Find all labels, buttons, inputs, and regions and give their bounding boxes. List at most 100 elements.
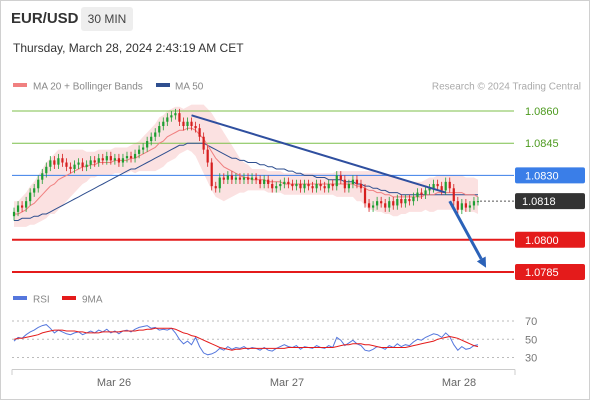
rsi-legend-swatch xyxy=(13,296,27,300)
candle-body xyxy=(33,188,36,193)
candle-body xyxy=(327,183,330,189)
pivot-label: 1.0830 xyxy=(525,170,559,182)
candle-body xyxy=(69,166,72,169)
candle-body xyxy=(388,201,391,208)
candle-body xyxy=(432,183,435,189)
bollinger-bands xyxy=(14,104,478,227)
downtrend-line xyxy=(191,114,446,194)
candle-body xyxy=(315,183,318,189)
timestamp-text: Thursday, March 28, 2024 2:43:19 AM CET xyxy=(13,41,244,55)
candle-body xyxy=(41,173,44,180)
candle-body xyxy=(460,203,463,210)
candle-body xyxy=(343,179,346,189)
candle-body xyxy=(371,205,375,208)
timeframe-badge[interactable]: 30 MIN xyxy=(81,7,133,31)
candle-body xyxy=(452,188,455,202)
rsi-panel: RSI 9MA 70 50 30 xyxy=(12,295,537,365)
candle-body xyxy=(392,201,395,206)
candle-body xyxy=(246,177,250,180)
candle-body xyxy=(476,201,480,203)
candle-body xyxy=(150,136,153,142)
candle-body xyxy=(158,126,161,133)
projection-arrow-shaft xyxy=(448,200,483,260)
candle-body xyxy=(444,181,447,191)
candle-body xyxy=(380,201,383,204)
candle-body xyxy=(85,164,88,167)
candle-body xyxy=(396,199,399,206)
candle-body xyxy=(12,211,16,217)
candle-body xyxy=(162,121,165,127)
last-price-label: 1.0818 xyxy=(522,196,556,208)
candle-body xyxy=(347,183,350,189)
candle-body xyxy=(299,183,302,189)
x-tick-label: Mar 28 xyxy=(442,377,476,389)
candle-body xyxy=(45,166,48,174)
pivot-badge xyxy=(515,167,585,184)
candle-body xyxy=(230,175,233,180)
candle-body xyxy=(279,183,282,187)
rsi-gridlines xyxy=(12,320,514,358)
ma50-legend-label: MA 50 xyxy=(175,82,204,93)
candle-body xyxy=(73,164,76,169)
candle-body xyxy=(275,186,278,189)
candle-body xyxy=(121,158,125,163)
ma9-legend-swatch xyxy=(62,296,76,300)
candle-body xyxy=(198,128,201,137)
candle-body xyxy=(335,175,338,187)
candle-body xyxy=(259,179,262,184)
candle-body xyxy=(81,162,84,167)
candle-body xyxy=(218,177,221,189)
candle-body xyxy=(186,121,189,127)
candle-body xyxy=(29,192,32,202)
candle-body xyxy=(408,199,411,202)
x-axis: Mar 26 Mar 27 Mar 28 xyxy=(11,369,516,389)
candle-body xyxy=(105,156,108,161)
support-label: 1.0785 xyxy=(525,267,559,279)
moving-averages xyxy=(14,127,479,221)
candle-body xyxy=(49,160,52,167)
candle-body xyxy=(20,205,24,208)
candle-body xyxy=(400,199,403,204)
candle-body xyxy=(226,175,229,180)
candle-body xyxy=(420,192,423,195)
resistance-label: 1.0845 xyxy=(525,138,559,150)
candle-body xyxy=(129,156,133,159)
candle-body xyxy=(166,117,169,122)
candle-body xyxy=(178,113,181,122)
candle-body xyxy=(440,186,443,191)
candle-body xyxy=(323,186,326,189)
candle-body xyxy=(174,113,177,116)
rsi-tick-label: 70 xyxy=(525,316,537,328)
candle-body xyxy=(234,177,238,180)
candle-body xyxy=(250,177,254,180)
candle-body xyxy=(424,190,427,195)
candle-body xyxy=(89,160,92,165)
candle-body xyxy=(254,177,258,180)
candle-body xyxy=(93,160,96,163)
candle-body xyxy=(101,158,104,161)
ma20-legend-swatch xyxy=(13,83,27,87)
candle-body xyxy=(384,203,387,208)
candle-body xyxy=(319,183,322,187)
ma50-line xyxy=(14,142,478,221)
candle-body xyxy=(142,147,145,150)
rsi-ma9-line xyxy=(13,327,479,351)
candle-body xyxy=(283,181,286,184)
candle-body xyxy=(367,203,371,208)
candle-body xyxy=(339,175,342,180)
candle-body xyxy=(448,181,451,189)
candle-body xyxy=(53,160,56,165)
candle-body xyxy=(472,201,476,206)
candle-body xyxy=(376,201,379,206)
candle-body xyxy=(295,183,298,187)
candle-body xyxy=(170,115,173,118)
candle-body xyxy=(97,158,100,163)
price-legend: MA 20 + Bollinger Bands MA 50 Research ©… xyxy=(13,82,581,93)
price-levels xyxy=(12,110,514,273)
x-tick-label: Mar 27 xyxy=(270,377,304,389)
candle-body xyxy=(287,181,290,184)
candle-body xyxy=(428,188,431,191)
candle-body xyxy=(464,203,467,208)
level-labels: 1.0860 1.0845 1.0830 1.0818 1.0800 1.0785 xyxy=(515,106,585,280)
candle-body xyxy=(133,153,137,159)
